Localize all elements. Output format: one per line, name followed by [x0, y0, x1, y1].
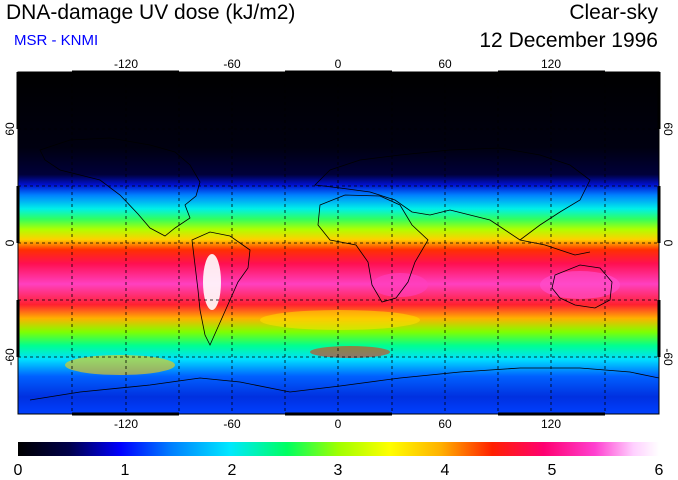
map-title: DNA-damage UV dose (kJ/m2): [6, 1, 296, 24]
graticule: [18, 72, 659, 414]
pacific-band: [65, 355, 175, 375]
colorbar-tick: 0: [14, 462, 23, 479]
lat-tick-left: -60: [3, 348, 17, 366]
lon-tick-bottom: 0: [335, 417, 342, 431]
colorbar-tick: 5: [548, 462, 557, 479]
colorbar-tick: 6: [655, 462, 664, 479]
lon-tick-bottom: 60: [438, 417, 452, 431]
lon-tick-top: 60: [438, 57, 452, 71]
lon-ticks-top: -120 -60 0 60 120: [114, 57, 561, 71]
colorbar-gradient: [18, 442, 659, 456]
colorbar-tick: 4: [441, 462, 450, 479]
sky-condition: Clear-sky: [569, 1, 658, 24]
lat-tick-left: 60: [3, 122, 17, 136]
antarctica-coast: [29, 367, 659, 401]
colorbar: 0 1 2 3 4 5 6: [14, 442, 664, 479]
colorbar-tick: 1: [121, 462, 130, 479]
africa-high: [372, 273, 428, 297]
lon-ticks-bottom: -120 -60 0 60 120: [114, 417, 561, 431]
south-america-coast: [191, 231, 251, 346]
north-america-coast: [39, 137, 201, 237]
australia-high: [540, 271, 620, 299]
lon-tick-top: 0: [335, 57, 342, 71]
andes-high-dose: [203, 254, 221, 310]
lat-tick-left: 0: [3, 239, 17, 246]
lon-tick-bottom: -120: [114, 417, 138, 431]
africa-coast: [317, 194, 429, 303]
map-date: 12 December 1996: [479, 29, 658, 52]
lon-tick-bottom: -60: [223, 417, 241, 431]
map-panel: [18, 72, 659, 414]
map-frame: [16, 70, 661, 416]
lon-tick-top: -60: [223, 57, 241, 71]
source-label: MSR - KNMI: [14, 32, 99, 49]
lat-tick-right: 60: [661, 122, 675, 136]
lon-tick-top: -120: [114, 57, 138, 71]
colorbar-tick: 3: [334, 462, 343, 479]
south-atlantic-band: [260, 310, 420, 330]
lat-tick-right: 0: [661, 240, 675, 247]
lat-ticks-left: 60 0 -60: [3, 122, 17, 366]
colorbar-tick: 2: [228, 462, 237, 479]
australia-coast: [551, 264, 613, 309]
lon-tick-bottom: 120: [541, 417, 561, 431]
southern-ocean-band: [310, 346, 390, 358]
lat-ticks-right: 60 0 -60: [661, 122, 675, 366]
lat-tick-right: -60: [661, 348, 675, 366]
eurasia-coast: [314, 147, 591, 241]
lon-tick-top: 120: [541, 57, 561, 71]
coastlines: [29, 137, 659, 401]
